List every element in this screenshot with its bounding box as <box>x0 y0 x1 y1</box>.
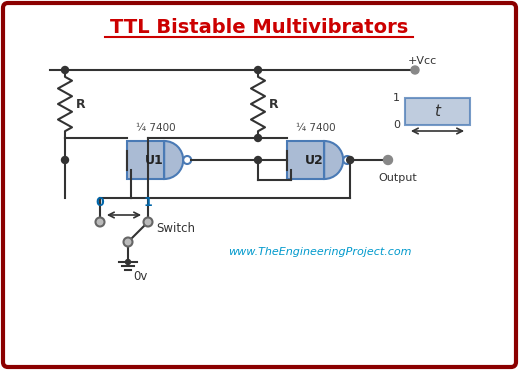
Text: 0v: 0v <box>133 269 147 283</box>
Bar <box>287 141 324 179</box>
Circle shape <box>384 155 392 165</box>
Text: t: t <box>434 104 441 119</box>
Text: Switch: Switch <box>156 222 195 235</box>
Text: 1: 1 <box>393 93 400 103</box>
Circle shape <box>254 67 262 74</box>
FancyBboxPatch shape <box>405 98 470 125</box>
Circle shape <box>254 157 262 164</box>
Text: www.TheEngineeringProject.com: www.TheEngineeringProject.com <box>228 247 412 257</box>
Circle shape <box>61 67 69 74</box>
Text: +Vcc: +Vcc <box>408 56 437 66</box>
FancyBboxPatch shape <box>3 3 516 367</box>
Text: 0: 0 <box>95 196 104 209</box>
Text: TTL Bistable Multivibrators: TTL Bistable Multivibrators <box>110 17 408 37</box>
Wedge shape <box>164 141 183 179</box>
Text: 0: 0 <box>393 120 400 130</box>
Circle shape <box>95 218 104 226</box>
Circle shape <box>183 156 191 164</box>
Text: U2: U2 <box>305 154 323 166</box>
Circle shape <box>347 157 354 164</box>
Text: ¼ 7400: ¼ 7400 <box>136 123 176 133</box>
Circle shape <box>143 218 153 226</box>
Text: Output: Output <box>378 173 417 183</box>
Text: U1: U1 <box>145 154 163 166</box>
Bar <box>127 141 164 179</box>
Circle shape <box>343 156 351 164</box>
Wedge shape <box>324 141 343 179</box>
Text: R: R <box>269 98 279 111</box>
Text: ¼ 7400: ¼ 7400 <box>296 123 336 133</box>
Circle shape <box>61 157 69 164</box>
Text: 1: 1 <box>144 196 153 209</box>
Circle shape <box>411 66 419 74</box>
Circle shape <box>124 238 132 246</box>
Text: R: R <box>76 98 86 111</box>
Circle shape <box>254 135 262 141</box>
Circle shape <box>126 259 130 265</box>
